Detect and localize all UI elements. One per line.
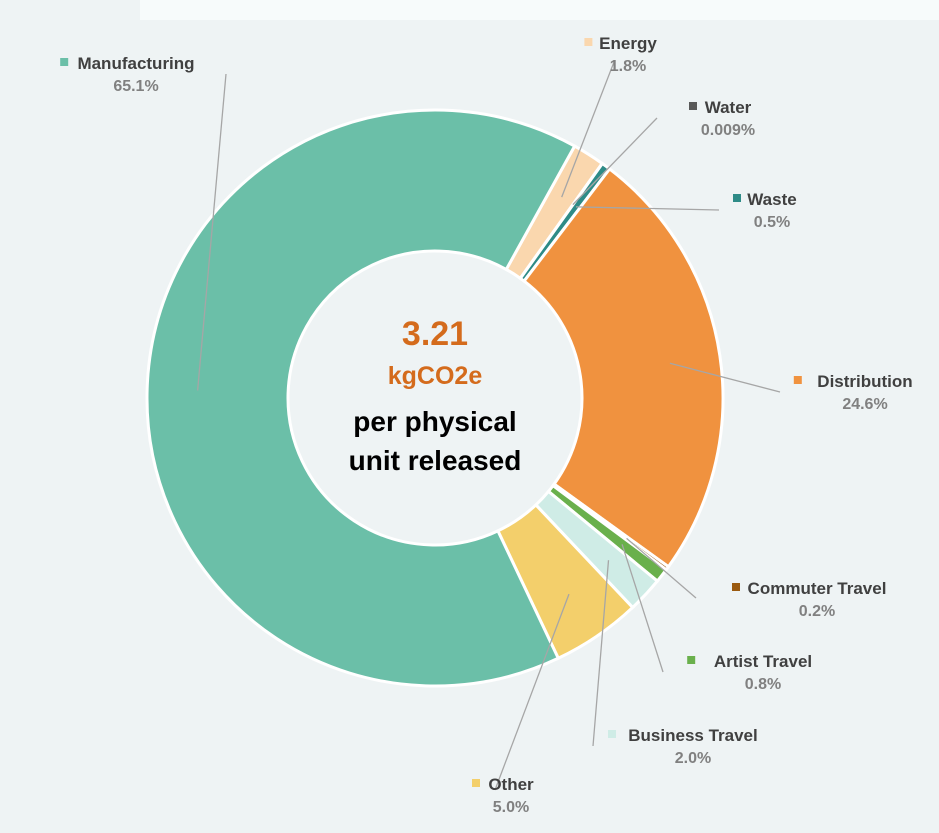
label-pct-artist-travel: 0.8% xyxy=(745,676,781,693)
leader-artist-travel xyxy=(621,544,664,673)
label-name-waste: Waste xyxy=(747,190,796,209)
label-name-distribution: Distribution xyxy=(817,372,912,391)
label-pct-commuter-travel: 0.2% xyxy=(799,603,835,620)
slice-manufacturing xyxy=(145,108,577,688)
leader-distribution xyxy=(669,362,781,393)
callout-labels: Energy 1.8% Water 0.009% Waste 0.5% Distributi… xyxy=(60,34,913,816)
label-pct-energy: 1.8% xyxy=(610,58,646,75)
header-band xyxy=(140,0,939,20)
slice-distribution xyxy=(522,166,725,569)
legend-marker-energy xyxy=(584,38,593,46)
center-label: 3.21 kgCO2e per physical unit released xyxy=(349,315,522,476)
label-name-other: Other xyxy=(488,775,534,794)
label-pct-distribution: 24.6% xyxy=(842,396,887,413)
center-desc-line1: per physical xyxy=(353,406,516,437)
leader-energy xyxy=(561,61,615,198)
center-desc-line2: unit released xyxy=(349,445,522,476)
label-pct-water: 0.009% xyxy=(701,122,755,139)
label-pct-business-travel: 2.0% xyxy=(675,750,711,767)
legend-marker-water xyxy=(689,102,697,110)
label-name-energy: Energy xyxy=(599,34,657,53)
center-unit: kgCO2e xyxy=(388,362,483,390)
label-name-artist-travel: Artist Travel xyxy=(714,652,812,671)
label-pct-manufacturing: 65.1% xyxy=(113,78,158,95)
leader-lines xyxy=(196,61,781,791)
label-pct-other: 5.0% xyxy=(493,799,529,816)
leader-business-travel xyxy=(592,560,610,747)
leader-waste xyxy=(575,206,720,211)
legend-marker-distribution xyxy=(793,376,802,384)
label-name-water: Water xyxy=(705,98,752,117)
legend-marker-artist-travel xyxy=(687,656,696,664)
legend-marker-commuter-travel xyxy=(732,583,740,591)
leader-commuter-travel xyxy=(626,537,697,599)
label-name-business-travel: Business Travel xyxy=(628,726,757,745)
leader-other xyxy=(494,593,570,791)
label-name-commuter-travel: Commuter Travel xyxy=(748,579,887,598)
legend-marker-other xyxy=(472,779,480,787)
slices-layer xyxy=(145,108,725,688)
legend-marker-business-travel xyxy=(608,730,616,738)
label-name-manufacturing: Manufacturing xyxy=(77,54,194,73)
label-pct-waste: 0.5% xyxy=(754,214,790,231)
leader-water xyxy=(572,117,658,206)
leader-manufacturing xyxy=(196,73,227,391)
legend-marker-manufacturing xyxy=(60,58,69,66)
legend-marker-waste xyxy=(733,194,741,202)
center-value: 3.21 xyxy=(402,315,468,353)
